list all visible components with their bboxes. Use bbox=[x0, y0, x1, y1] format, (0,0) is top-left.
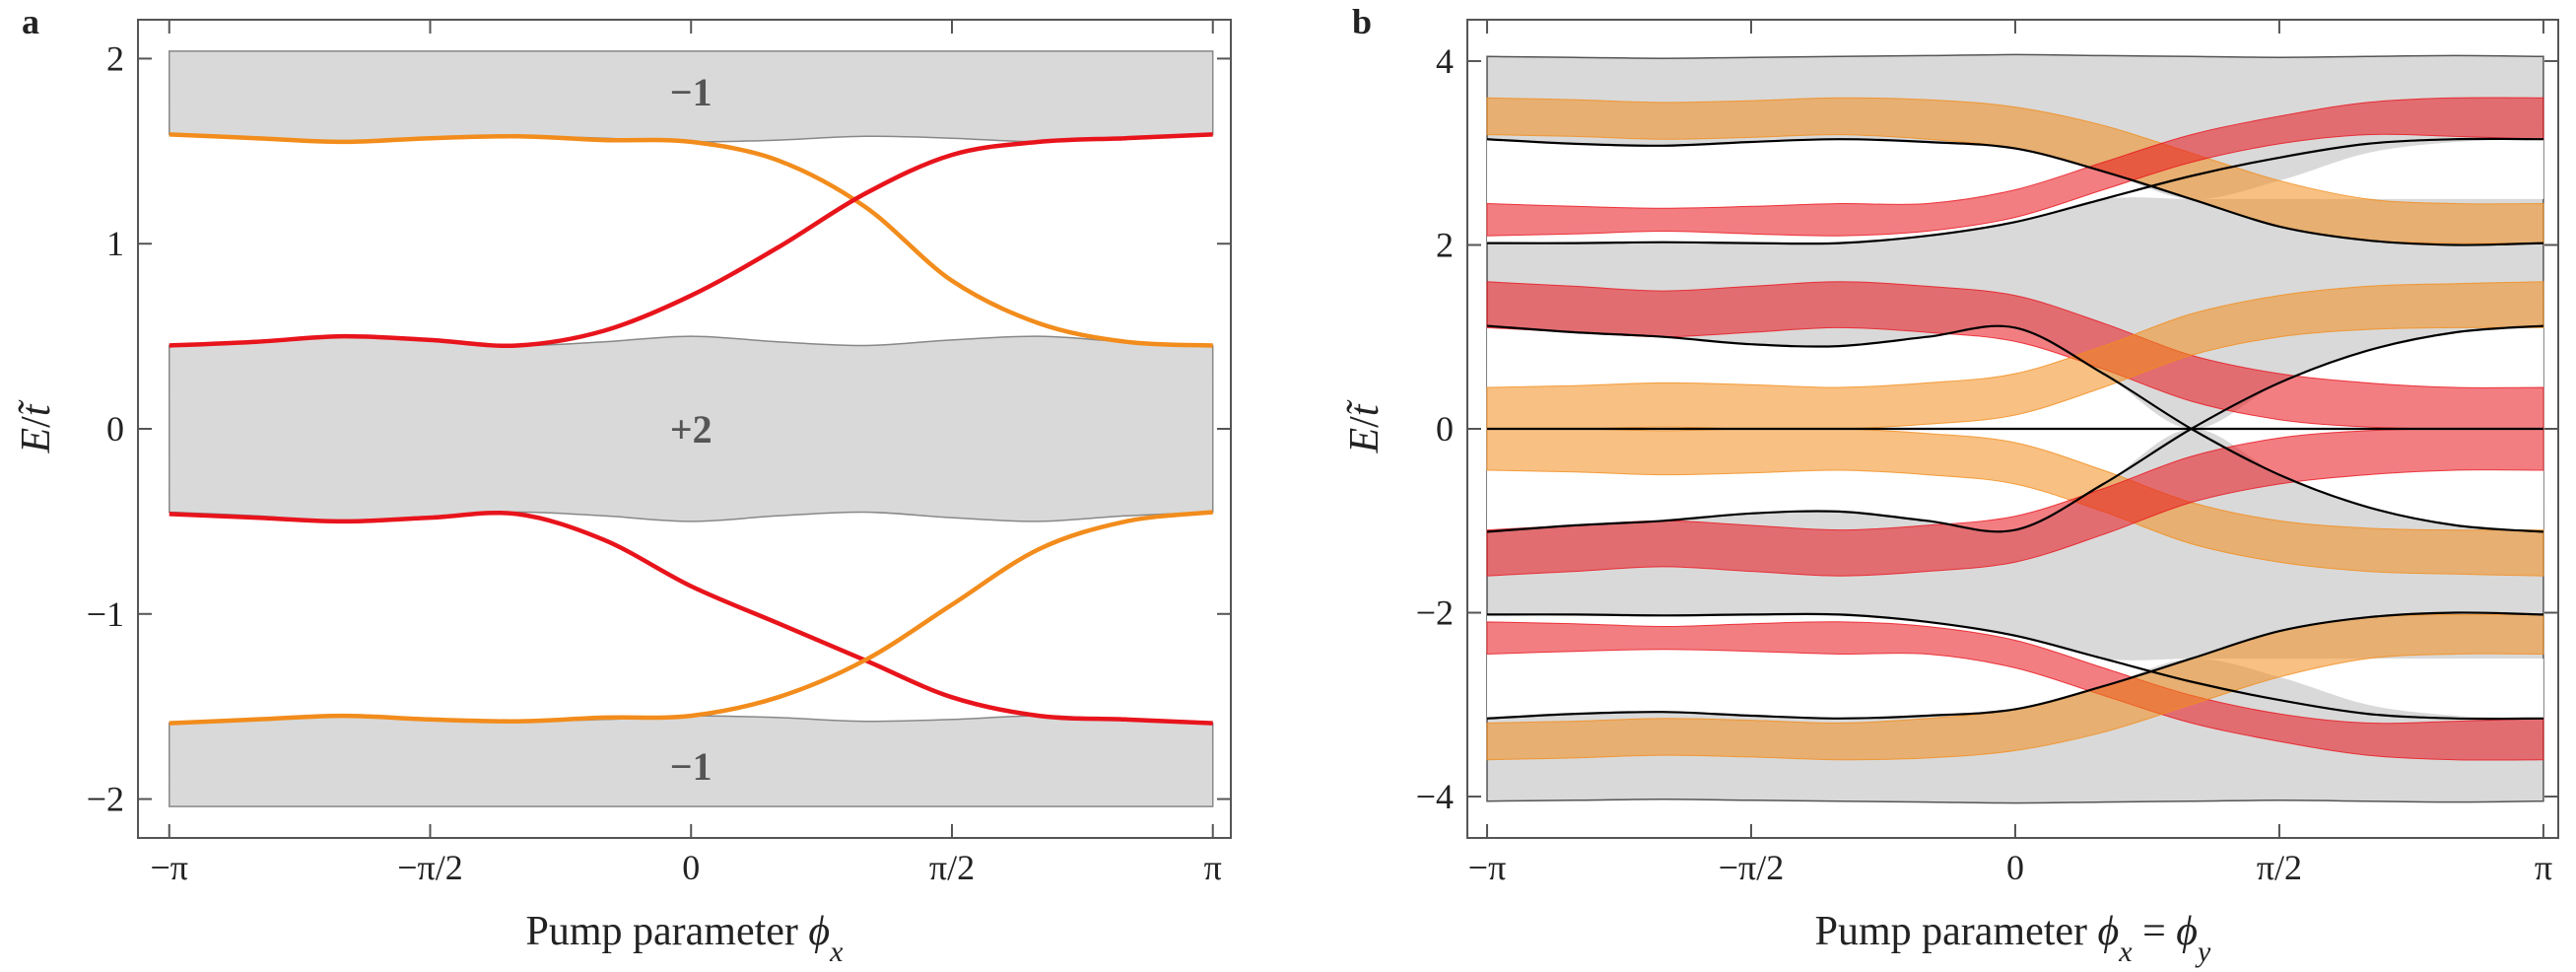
plot-area bbox=[1486, 53, 2544, 804]
y-tick-label: 0 bbox=[1436, 409, 1454, 449]
band bbox=[1486, 613, 2544, 761]
x-axis-label-part: ϕ bbox=[2098, 909, 2120, 954]
x-tick-label: 0 bbox=[682, 848, 700, 887]
panel-label: b bbox=[1352, 2, 1372, 41]
x-tick-label: −π/2 bbox=[397, 848, 462, 887]
x-tick-label: π bbox=[1204, 848, 1222, 887]
band bbox=[1486, 428, 2544, 577]
line bbox=[1487, 612, 2543, 721]
y-axis-label-part: E bbox=[1342, 428, 1388, 454]
x-axis-label-part: y bbox=[2195, 936, 2211, 968]
x-axis-label-part: ϕ bbox=[2176, 909, 2198, 954]
y-axis-label: E/t̃ bbox=[14, 399, 59, 453]
y-tick-label: 4 bbox=[1436, 41, 1454, 81]
x-axis-label-part: Pump parameter bbox=[1815, 909, 2098, 954]
y-tick-label: −2 bbox=[1416, 593, 1454, 633]
x-axis-label: Pump parameter ϕx = ϕy bbox=[1815, 909, 2211, 968]
y-tick-label: −1 bbox=[87, 594, 124, 634]
y-axis-label-part: / bbox=[14, 416, 59, 428]
annotation: −1 bbox=[670, 744, 712, 789]
y-axis-label-part: E bbox=[14, 428, 59, 454]
y-tick-label: 2 bbox=[106, 38, 124, 78]
line bbox=[1486, 324, 2543, 533]
y-axis-label-part: t̃ bbox=[14, 399, 59, 416]
line bbox=[169, 510, 1213, 726]
line bbox=[1486, 611, 2543, 720]
line bbox=[169, 132, 1213, 348]
x-axis-label: Pump parameter ϕx bbox=[526, 909, 845, 968]
y-tick-label: −2 bbox=[87, 780, 124, 819]
panel: −π −π/2 0 π/2 π −2 −1 0 1 2 −1 +2 −1 a Pump parameter … bbox=[14, 2, 1232, 968]
x-axis-label-part: x bbox=[829, 936, 844, 968]
x-axis-label-part: Pump parameter bbox=[526, 909, 809, 954]
annotation: +2 bbox=[670, 407, 712, 451]
y-axis-label: E/t̃ bbox=[1342, 399, 1388, 453]
y-tick-label: 0 bbox=[106, 409, 124, 449]
x-tick-label: π bbox=[2535, 848, 2552, 887]
y-tick-label: 1 bbox=[106, 224, 124, 263]
band bbox=[1486, 97, 2544, 244]
band bbox=[1486, 97, 2544, 237]
band bbox=[1486, 621, 2544, 761]
x-tick-label: −π bbox=[151, 848, 188, 887]
x-tick-label: −π bbox=[1468, 848, 1506, 887]
y-axis-label-part: t̃ bbox=[1342, 399, 1388, 416]
y-tick-label: 2 bbox=[1436, 225, 1454, 264]
x-axis-label-part: ϕ bbox=[808, 909, 830, 954]
line bbox=[1486, 324, 2543, 533]
line bbox=[1486, 138, 2543, 246]
line bbox=[1487, 137, 2543, 245]
plot-area bbox=[169, 50, 1214, 807]
x-tick-label: π/2 bbox=[929, 848, 975, 887]
x-tick-label: 0 bbox=[2006, 848, 2024, 887]
x-axis-label-part: = bbox=[2133, 909, 2177, 954]
panel-label: a bbox=[22, 2, 39, 41]
line bbox=[169, 132, 1213, 349]
line bbox=[169, 510, 1213, 726]
x-tick-label: −π/2 bbox=[1719, 848, 1784, 887]
y-axis-label-part: / bbox=[1342, 416, 1388, 428]
annotation: −1 bbox=[670, 70, 712, 114]
x-tick-label: π/2 bbox=[2257, 848, 2302, 887]
y-tick-label: −4 bbox=[1416, 777, 1454, 816]
x-axis-label-part: x bbox=[2118, 936, 2133, 968]
